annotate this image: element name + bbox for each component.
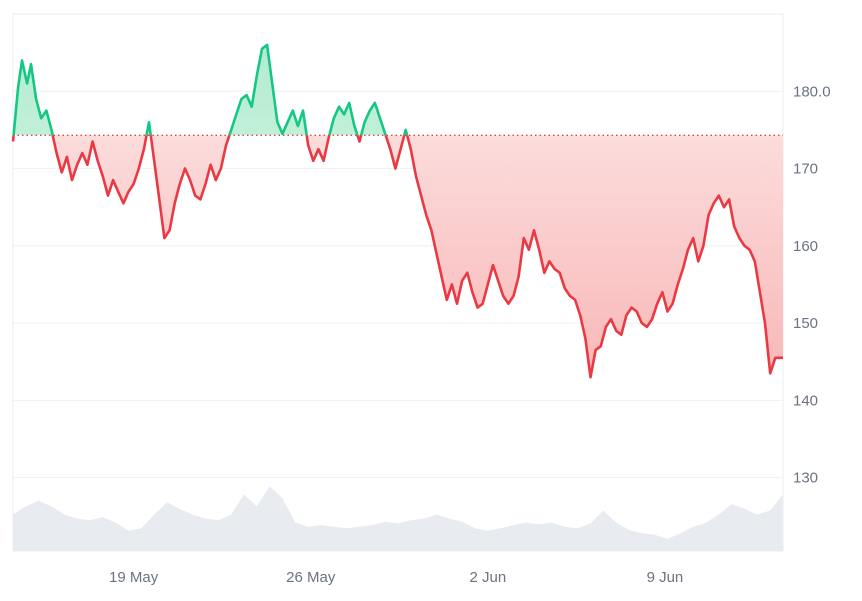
x-tick-label: 9 Jun	[647, 569, 684, 586]
below-baseline-fill	[13, 135, 783, 378]
volume-area-path	[13, 486, 783, 551]
y-tick-label: 180.0	[793, 83, 831, 100]
y-tick-label: 150	[793, 315, 818, 332]
x-tick-label: 26 May	[286, 569, 336, 586]
price-fill	[13, 44, 783, 378]
y-axis: 130 140 150 160 170 180.0	[793, 83, 831, 486]
volume-area	[13, 486, 783, 551]
price-line-below	[11, 135, 783, 379]
price-line	[11, 43, 783, 379]
x-tick-label: 2 Jun	[469, 569, 506, 586]
x-axis: 19 May 26 May 2 Jun 9 Jun	[109, 569, 683, 586]
y-tick-label: 170	[793, 161, 818, 178]
y-tick-label: 140	[793, 392, 818, 409]
y-tick-label: 160	[793, 238, 818, 255]
y-tick-label: 130	[793, 470, 818, 487]
x-tick-label: 19 May	[109, 569, 159, 586]
